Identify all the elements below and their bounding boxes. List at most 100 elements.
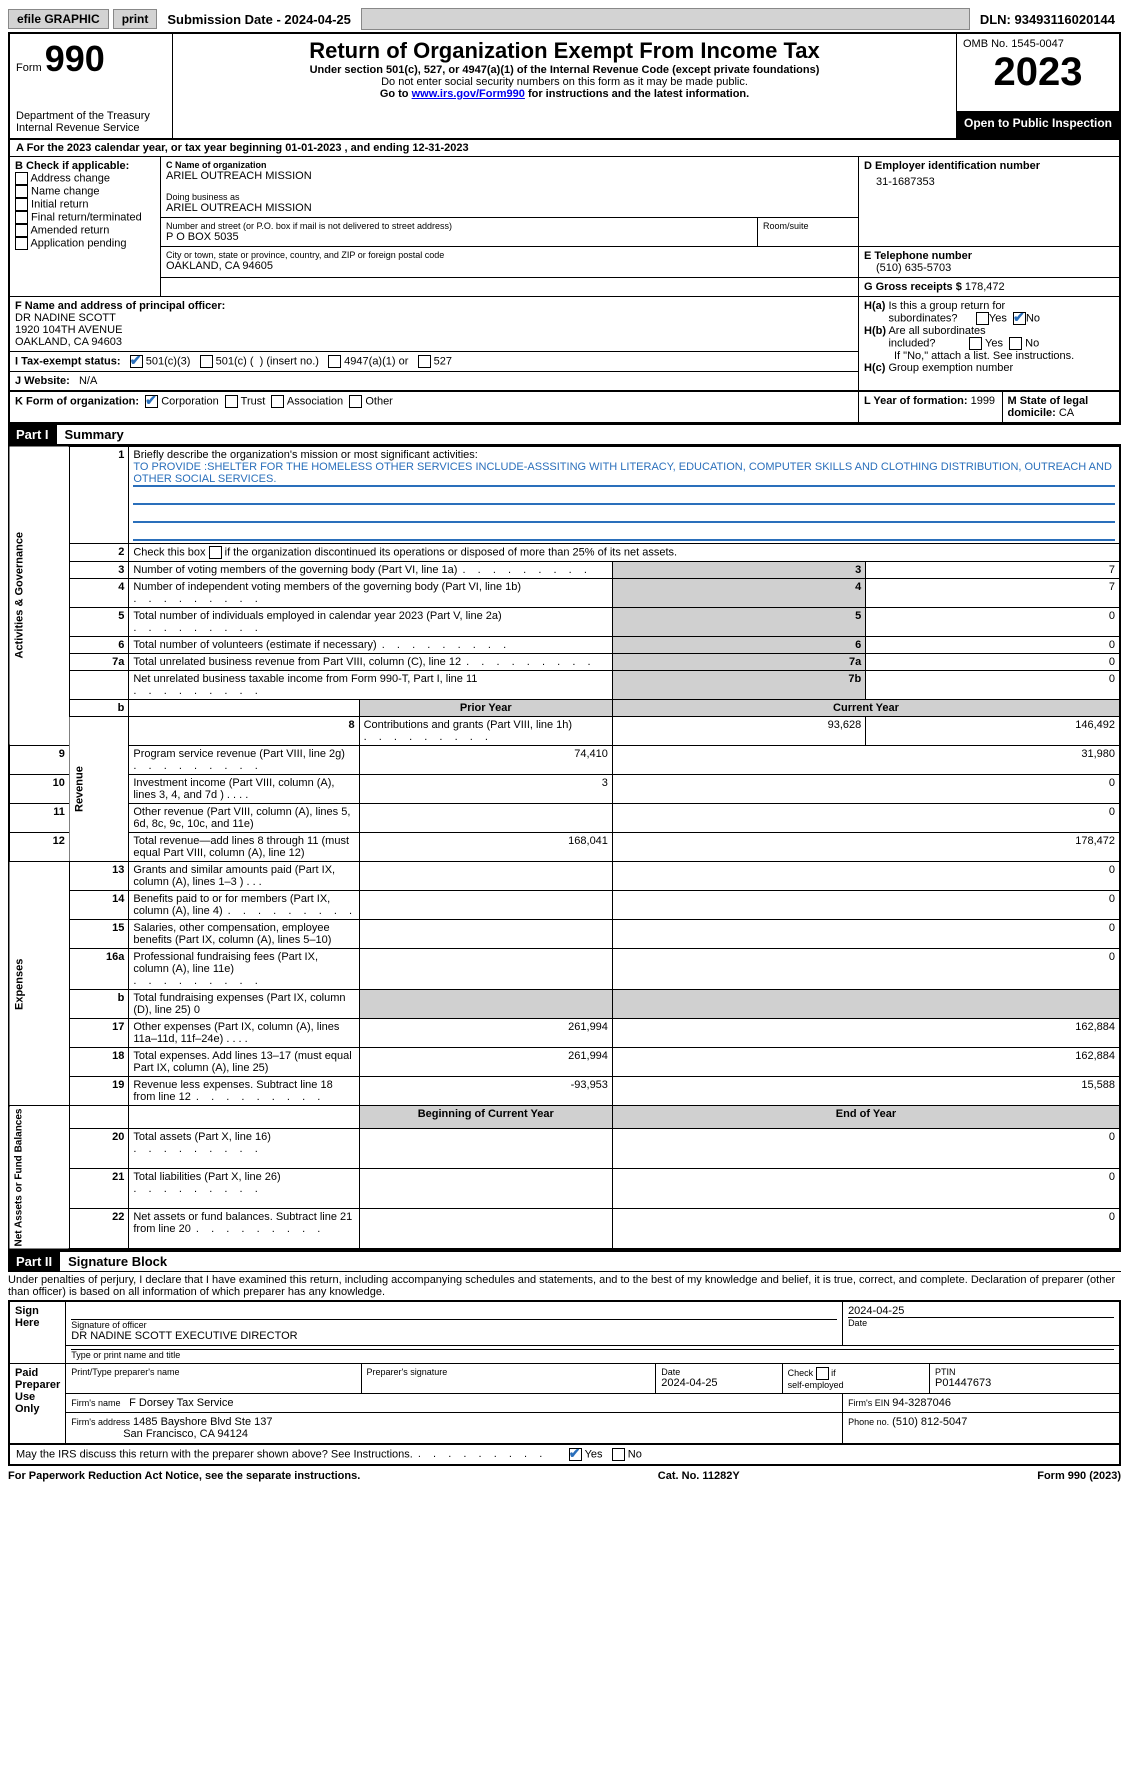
mission-line3 [133, 505, 1115, 523]
paid-preparer-label: Paid Preparer Use Only [9, 1364, 66, 1445]
h-c: H(c) Group exemption number [864, 362, 1114, 374]
l16b-desc: Total fundraising expenses (Part IX, col… [133, 992, 345, 1016]
val-21c: 0 [612, 1169, 1120, 1209]
l8-desc: Contributions and grants (Part VIII, lin… [364, 719, 573, 743]
part2-header: Part II Signature Block [8, 1250, 1121, 1272]
k-label: K Form of organization: [15, 395, 139, 407]
identity-block: B Check if applicable: Address change Na… [8, 156, 1121, 423]
efile-button[interactable]: efile GRAPHIC [8, 9, 109, 29]
val-22p [359, 1208, 612, 1249]
discuss-yes: Yes [585, 1448, 603, 1460]
firm-phone-label: Phone no. [848, 1417, 889, 1427]
submission-date: Submission Date - 2024-04-25 [161, 10, 357, 29]
instr-pre: Go to [380, 88, 412, 100]
val-22c: 0 [612, 1208, 1120, 1249]
tax-year: 2023 [963, 50, 1113, 95]
instr-ssn: Do not enter social security numbers on … [179, 76, 950, 88]
org-name: ARIEL OUTREACH MISSION [166, 170, 853, 182]
officer-addr2: OAKLAND, CA 94603 [15, 336, 122, 348]
discuss-no-chk [612, 1448, 625, 1461]
h-a: H(a) Is this a group return for subordin… [864, 300, 1114, 325]
print-button[interactable]: print [113, 9, 158, 29]
e-label: E Telephone number [864, 250, 1114, 262]
type-name-label: Type or print name and title [71, 1350, 1114, 1360]
instr-post: for instructions and the latest informat… [525, 88, 749, 100]
prep-date: 2024-04-25 [661, 1377, 776, 1389]
g-label: G Gross receipts $ [864, 281, 962, 293]
chk-501c3 [130, 355, 143, 368]
num-9: 9 [9, 746, 69, 775]
l21-desc: Total liabilities (Part X, line 26) [133, 1171, 280, 1195]
chk-initial-return: Initial return [15, 198, 155, 211]
officer-sig-name: DR NADINE SCOTT EXECUTIVE DIRECTOR [71, 1330, 837, 1342]
box-5: 5 [612, 608, 865, 637]
na-spacer [69, 1106, 129, 1129]
form-label: Form [16, 62, 42, 74]
l7a-desc: Total unrelated business revenue from Pa… [133, 656, 592, 668]
box-4: 4 [612, 579, 865, 608]
num-15: 15 [69, 920, 129, 949]
state-domicile: CA [1059, 407, 1074, 419]
num-12: 12 [9, 833, 69, 862]
val-12p: 168,041 [359, 833, 612, 862]
val-15c: 0 [612, 920, 1120, 949]
l16a-desc: Professional fundraising fees (Part IX, … [133, 951, 318, 987]
num-16a: 16a [69, 949, 129, 990]
self-emp-label: Check ifself-employed [788, 1367, 924, 1390]
part1-tab: Part I [8, 425, 57, 444]
l13-desc: Grants and similar amounts paid (Part IX… [133, 864, 335, 888]
box-6: 6 [612, 637, 865, 654]
val-14c: 0 [612, 891, 1120, 920]
mission-line4 [133, 523, 1115, 541]
firm-phone: (510) 812-5047 [892, 1416, 967, 1428]
val-7b: 0 [866, 671, 1120, 700]
line-a-tax-year: A For the 2023 calendar year, or tax yea… [8, 140, 1121, 156]
val-10c: 0 [612, 775, 1120, 804]
val-3: 7 [866, 562, 1120, 579]
mission-line2 [133, 487, 1115, 505]
firm-ein-label: Firm's EIN [848, 1398, 892, 1408]
part1-header: Part I Summary [8, 423, 1121, 445]
val-21p [359, 1169, 612, 1209]
val-12c: 178,472 [612, 833, 1120, 862]
val-15p [359, 920, 612, 949]
val-4: 7 [866, 579, 1120, 608]
l2-text: Check this box if the organization disco… [129, 544, 1120, 562]
val-7a: 0 [866, 654, 1120, 671]
telephone: (510) 635-5703 [864, 262, 1114, 274]
val-8p: 93,628 [612, 717, 865, 746]
top-bar: efile GRAPHIC print Submission Date - 20… [8, 8, 1121, 30]
j-label: J Website: [15, 375, 70, 387]
val-9p: 74,410 [359, 746, 612, 775]
dba-label: Doing business as [166, 192, 853, 202]
num-18: 18 [69, 1048, 129, 1077]
street-address: P O BOX 5035 [166, 231, 752, 243]
irs-link[interactable]: www.irs.gov/Form990 [412, 88, 525, 100]
num-10: 10 [9, 775, 69, 804]
inspection-label: Open to Public Inspection [957, 111, 1121, 139]
gross-receipts: 178,472 [965, 281, 1005, 293]
l11-desc: Other revenue (Part VIII, column (A), li… [133, 806, 350, 830]
val-13p [359, 862, 612, 891]
val-16bc [612, 990, 1120, 1019]
num-19: 19 [69, 1077, 129, 1106]
firm-ein: 94-3287046 [892, 1397, 951, 1409]
l22-desc: Net assets or fund balances. Subtract li… [133, 1211, 352, 1235]
chk-amended-return: Amended return [15, 224, 155, 237]
num-16b: b [69, 990, 129, 1019]
prep-name-label: Print/Type preparer's name [71, 1367, 355, 1377]
val-16ap [359, 949, 612, 990]
part2-tab: Part II [8, 1252, 60, 1271]
sig-date: 2024-04-25 [848, 1305, 1114, 1317]
l12-desc: Total revenue—add lines 8 through 11 (mu… [133, 835, 349, 859]
city-state-zip: OAKLAND, CA 94605 [166, 260, 853, 272]
h-b-note: If "No," attach a list. See instructions… [864, 350, 1114, 362]
val-9c: 31,980 [612, 746, 1120, 775]
room-label: Room/suite [763, 221, 853, 231]
prior-year-header: Prior Year [359, 700, 612, 717]
ein: 31-1687353 [864, 172, 1114, 200]
num-8: 8 [129, 717, 359, 746]
l18-desc: Total expenses. Add lines 13–17 (must eq… [133, 1050, 351, 1074]
val-16bp [359, 990, 612, 1019]
val-19c: 15,588 [612, 1077, 1120, 1106]
